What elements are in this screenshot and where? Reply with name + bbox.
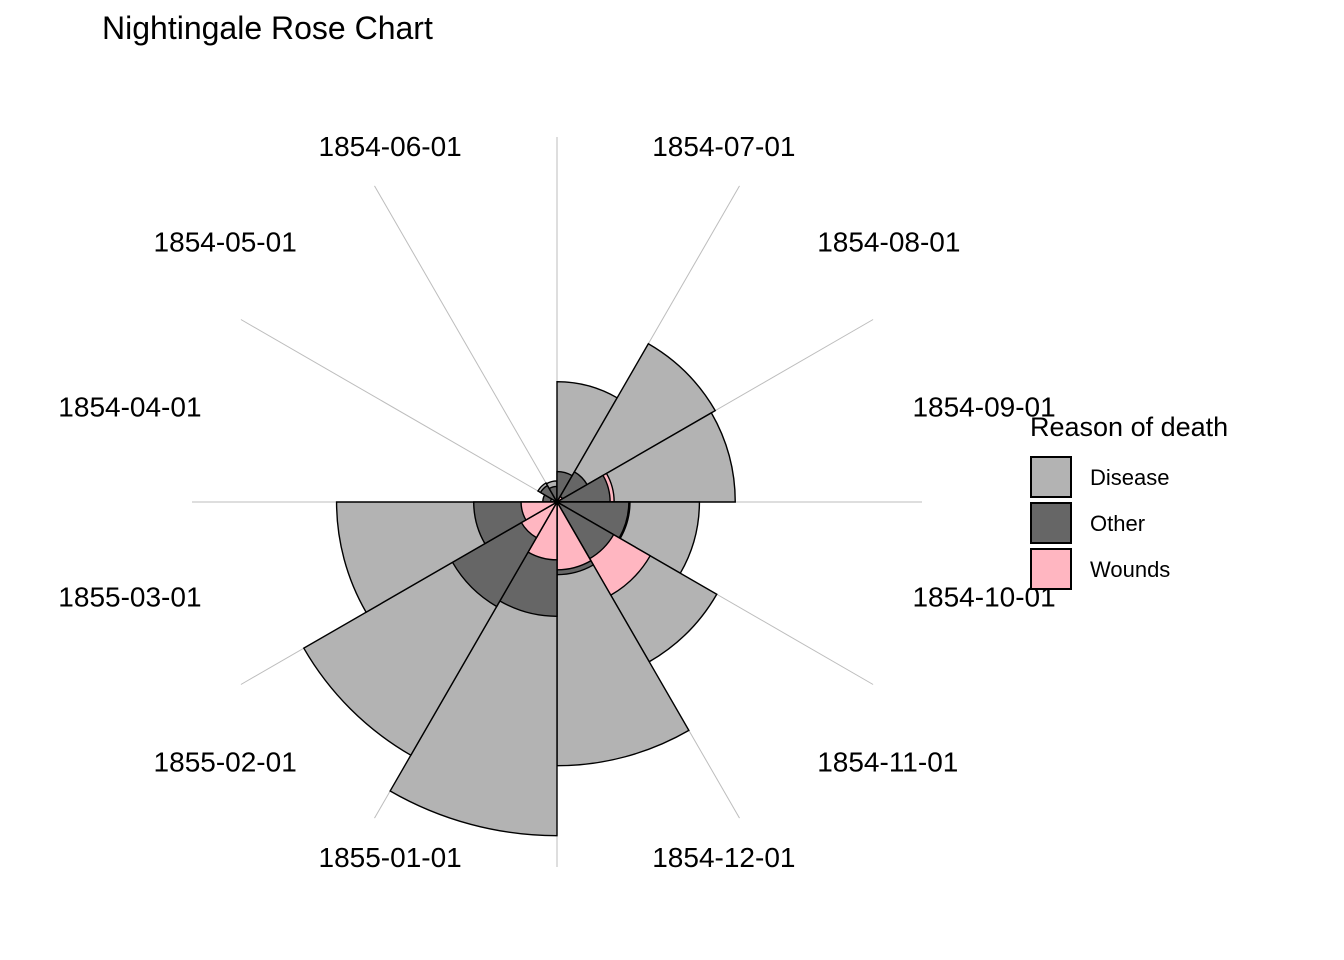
legend-title: Reason of death — [1030, 412, 1229, 442]
category-label: 1854-09-01 — [912, 391, 1055, 422]
grid-line — [240, 319, 558, 503]
category-label: 1855-01-01 — [319, 842, 462, 873]
legend-key-wounds — [1030, 548, 1072, 590]
category-label: 1854-12-01 — [652, 842, 795, 873]
legend-label-wounds: Wounds — [1090, 557, 1171, 582]
category-label: 1854-07-01 — [652, 131, 795, 162]
category-label: 1854-08-01 — [817, 226, 960, 257]
rose-wedge-wounds — [520, 501, 560, 521]
chart-title: Nightingale Rose Chart — [102, 10, 433, 46]
legend-key-other — [1030, 502, 1072, 544]
category-label: 1854-11-01 — [817, 747, 958, 778]
rose-wedge-disease — [556, 499, 690, 767]
rose-wedge-disease — [555, 342, 717, 504]
legend-label-disease: Disease — [1090, 465, 1170, 490]
legend-key-disease — [1030, 456, 1072, 498]
category-label: 1854-05-01 — [154, 226, 297, 257]
legend-label-other: Other — [1090, 511, 1146, 536]
grid-line — [374, 185, 558, 503]
category-label: 1855-02-01 — [154, 747, 297, 778]
category-label: 1855-03-01 — [58, 582, 201, 613]
category-label: 1854-04-01 — [58, 391, 201, 422]
category-label: 1854-06-01 — [319, 131, 462, 162]
